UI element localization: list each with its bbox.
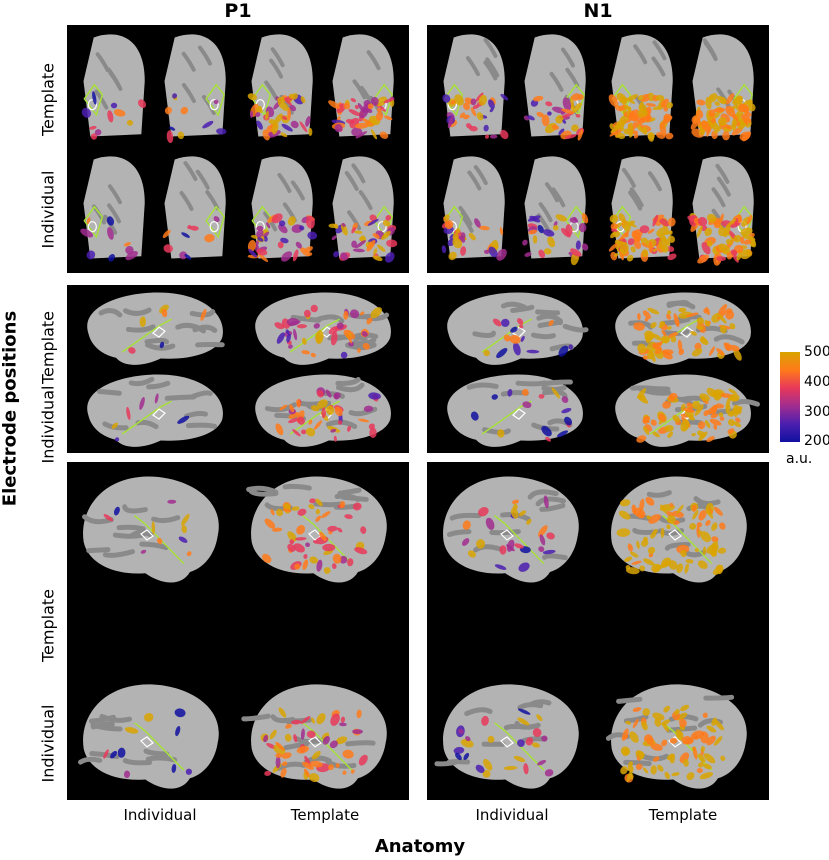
- brain-lateral-left-template-0-0: [82, 476, 219, 583]
- brain-lateral-right-individual-0-0: [87, 374, 223, 447]
- x-label-individual-n1: Individual: [475, 806, 549, 824]
- x-label-template-p1: Template: [290, 806, 360, 824]
- brain-posterior-individual-1-0: [441, 156, 589, 266]
- colorbar: [780, 352, 800, 442]
- colorbar-tick-400: 400: [804, 374, 829, 390]
- colorbar-unit: a.u.: [786, 451, 813, 467]
- brain-lateral-left-template-0-1: [246, 476, 387, 583]
- brain-posterior-template-0-0: [81, 34, 227, 144]
- column-title-p1: P1: [224, 0, 252, 22]
- colorbar-tick-300: 300: [804, 404, 829, 420]
- brain-lateral-left-individual-0-1: [241, 684, 387, 789]
- x-label-individual-p1: Individual: [123, 806, 197, 824]
- brain-lateral-right-individual-0-1: [255, 374, 391, 447]
- brain-posterior-individual-0-0: [80, 156, 226, 262]
- brain-posterior-template-1-1: [608, 34, 756, 142]
- column-title-n1: N1: [583, 0, 613, 22]
- brain-posterior-individual-1-1: [608, 156, 757, 266]
- brain-lateral-right-template-0-1: [255, 292, 391, 365]
- brain-lateral-left-template-1-0: [443, 476, 579, 583]
- brain-lateral-left-individual-0-0: [78, 684, 219, 789]
- row-label-individual-3: Individual: [38, 704, 58, 783]
- colorbar-tick-200: 200: [804, 433, 829, 449]
- brain-lateral-left-individual-1-1: [605, 684, 747, 789]
- brain-posterior-template-0-1: [247, 34, 395, 141]
- row-label-individual-2: Individual: [38, 385, 58, 464]
- row-label-individual-1: Individual: [38, 170, 58, 249]
- brain-posterior-individual-0-1: [247, 156, 398, 263]
- brain-posterior-template-1-0: [442, 34, 586, 141]
- brain-lateral-right-template-1-1: [615, 292, 751, 365]
- x-axis-title: Anatomy: [374, 836, 466, 857]
- brain-lateral-left-individual-1-0: [434, 684, 579, 789]
- brain-lateral-right-template-1-0: [447, 292, 589, 365]
- row-label-template-3: Template: [38, 589, 58, 663]
- brain-lateral-left-template-1-1: [611, 476, 747, 583]
- row-label-template-1: Template: [38, 63, 58, 137]
- brain-lateral-right-template-0-0: [87, 292, 225, 365]
- x-label-template-n1: Template: [648, 806, 718, 824]
- colorbar-tick-500: 500: [804, 344, 829, 360]
- brain-lateral-right-individual-1-0: [447, 374, 583, 447]
- brain-lateral-right-individual-1-1: [615, 374, 760, 447]
